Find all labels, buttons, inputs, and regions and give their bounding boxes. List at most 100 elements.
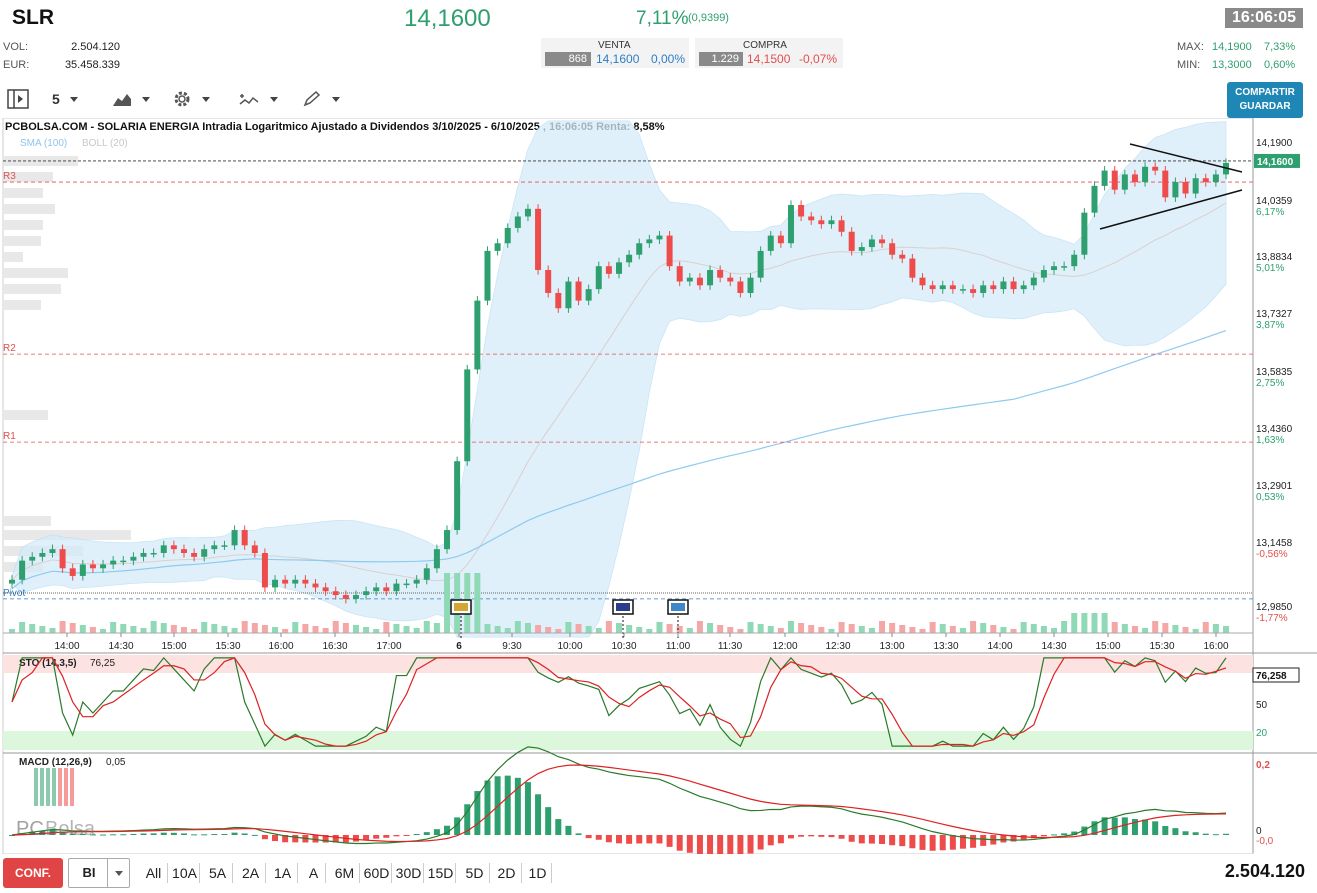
range-button-5a[interactable]: 5A bbox=[203, 863, 233, 883]
volume-bar bbox=[150, 621, 157, 633]
range-button-10a[interactable]: 10A bbox=[170, 863, 200, 883]
volume-bar bbox=[524, 623, 531, 633]
x-tick-label: 13:30 bbox=[933, 641, 958, 652]
logo-bar bbox=[70, 768, 74, 806]
volume-bar bbox=[29, 624, 36, 633]
volume-bar bbox=[1182, 627, 1189, 633]
macd-histogram-bar bbox=[696, 835, 703, 854]
volume-bar bbox=[39, 626, 46, 633]
chart-toolbar: 5 bbox=[0, 82, 1317, 116]
max-value: 14,1900 bbox=[1212, 41, 1252, 53]
macd-histogram-bar bbox=[160, 832, 167, 835]
chart-type-dropdown[interactable] bbox=[112, 88, 150, 110]
panel-toggle-button[interactable] bbox=[6, 88, 30, 110]
range-button-all[interactable]: All bbox=[140, 863, 168, 883]
candle bbox=[332, 591, 339, 596]
volume-profile-bar bbox=[3, 268, 68, 278]
volume-bar bbox=[970, 621, 977, 633]
macd-histogram-bar bbox=[282, 835, 289, 843]
y-tick-label: 13,8834 bbox=[1256, 252, 1293, 263]
volume-bar bbox=[949, 626, 956, 633]
volume-profile-bar bbox=[3, 300, 41, 310]
volume-bar bbox=[120, 624, 127, 633]
config-button[interactable]: CONF. bbox=[3, 858, 63, 888]
drawing-tools-dropdown[interactable] bbox=[302, 88, 340, 110]
indicators-dropdown[interactable] bbox=[238, 88, 278, 110]
volume-bar bbox=[818, 627, 825, 633]
settings-dropdown[interactable] bbox=[172, 88, 210, 110]
x-tick-label: 15:30 bbox=[215, 641, 240, 652]
range-button-1a[interactable]: 1A bbox=[268, 863, 298, 883]
chevron-down-icon bbox=[69, 96, 78, 102]
y-tick-pct-label: 2,75% bbox=[1256, 378, 1284, 389]
macd-histogram-bar bbox=[373, 835, 380, 839]
compra-label: COMPRA bbox=[743, 40, 787, 51]
y-tick-pct-label: 6,17% bbox=[1256, 207, 1284, 218]
volume-bar bbox=[1192, 629, 1199, 633]
volume-bar bbox=[100, 629, 107, 633]
volume-profile-bar bbox=[3, 220, 43, 230]
candle bbox=[767, 235, 774, 251]
macd-histogram-bar bbox=[717, 835, 724, 854]
volume-bar bbox=[737, 629, 744, 633]
volume-bar bbox=[180, 627, 187, 633]
trendline-lower bbox=[1099, 189, 1243, 230]
macd-histogram-bar bbox=[666, 835, 673, 847]
candle bbox=[160, 545, 167, 553]
range-button-6m[interactable]: 6M bbox=[330, 863, 360, 883]
candle bbox=[838, 220, 845, 232]
candle bbox=[352, 595, 359, 599]
volume-bar bbox=[707, 623, 714, 633]
volume-bar bbox=[889, 623, 896, 633]
x-tick-label: 17:00 bbox=[376, 641, 401, 652]
bollinger-band bbox=[11, 120, 1227, 638]
footer-volume: 2.504.120 bbox=[1224, 861, 1305, 881]
range-button-15d[interactable]: 15D bbox=[426, 863, 456, 883]
range-button-5d[interactable]: 5D bbox=[460, 863, 490, 883]
volume-bar bbox=[1202, 622, 1209, 633]
macd-histogram-bar bbox=[1051, 834, 1058, 836]
volume-bar bbox=[191, 629, 198, 633]
scale-select[interactable]: BI bbox=[68, 858, 130, 888]
price-chart[interactable]: PCBOLSA.COM - SOLARIA ENERGIA Intradia L… bbox=[0, 118, 1317, 854]
volume-bar bbox=[646, 629, 653, 633]
candle bbox=[980, 285, 987, 293]
candle bbox=[1040, 270, 1047, 278]
candle bbox=[909, 258, 916, 278]
candle bbox=[1162, 170, 1169, 198]
sma-line bbox=[11, 330, 1227, 590]
candle bbox=[504, 227, 511, 244]
scale-select-value: BI bbox=[82, 865, 96, 880]
macd-histogram-bar bbox=[919, 835, 926, 850]
y-tick-label: 13,5835 bbox=[1256, 367, 1293, 378]
range-button-a[interactable]: A bbox=[302, 863, 326, 883]
volume-bar bbox=[1172, 625, 1179, 633]
volume-bar bbox=[909, 627, 916, 633]
candle bbox=[1051, 266, 1058, 271]
share-save-button[interactable]: COMPARTIR GUARDAR bbox=[1227, 82, 1303, 118]
range-button-60d[interactable]: 60D bbox=[362, 863, 392, 883]
candle bbox=[1111, 170, 1118, 190]
range-button-2d[interactable]: 2D bbox=[492, 863, 522, 883]
interval-dropdown[interactable]: 5 bbox=[52, 88, 78, 110]
chevron-down-icon bbox=[202, 96, 210, 102]
macd-histogram-bar bbox=[29, 831, 36, 835]
macd-tick-label: 0 bbox=[1256, 826, 1262, 837]
volume-bar bbox=[322, 628, 329, 633]
venta-qty: 868 bbox=[545, 52, 591, 66]
area-chart-icon bbox=[113, 94, 131, 106]
macd-histogram-bar bbox=[110, 834, 117, 836]
y-tick-pct-label: 0,53% bbox=[1256, 492, 1284, 503]
volume-bar bbox=[757, 624, 764, 633]
macd-tick-label: 0,2 bbox=[1256, 760, 1270, 771]
candle bbox=[545, 270, 552, 293]
range-button-30d[interactable]: 30D bbox=[394, 863, 424, 883]
candle bbox=[170, 545, 177, 550]
volume-bar bbox=[474, 573, 481, 633]
range-button-1d[interactable]: 1D bbox=[524, 863, 552, 883]
range-button-2a[interactable]: 2A bbox=[236, 863, 266, 883]
volume-bar bbox=[292, 622, 299, 633]
candle bbox=[39, 552, 46, 557]
gear-icon bbox=[174, 91, 190, 107]
macd-histogram-bar bbox=[959, 835, 966, 849]
